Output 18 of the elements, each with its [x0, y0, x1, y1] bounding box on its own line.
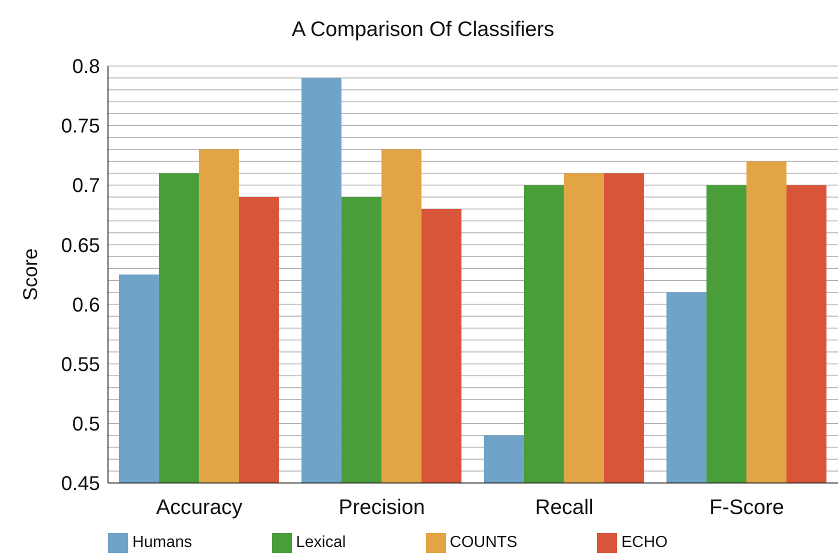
- y-tick-label: 0.65: [61, 234, 100, 257]
- chart-title: A Comparison Of Classifiers: [290, 18, 556, 42]
- legend-label: Lexical: [296, 534, 346, 552]
- x-tick-label: Precision: [338, 496, 425, 519]
- legend-label: COUNTS: [450, 534, 518, 552]
- y-tick-label: 0.7: [72, 175, 100, 198]
- y-axis-title: Score: [20, 248, 42, 301]
- y-tick-label: 0.8: [72, 56, 100, 78]
- legend-label: ECHO: [621, 534, 668, 552]
- y-tick-label: 0.6: [72, 294, 100, 316]
- y-tick-label: 0.75: [61, 116, 100, 138]
- legend-label: Humans: [132, 534, 192, 552]
- x-tick-label: F-Score: [709, 496, 784, 519]
- y-tick-label: 0.55: [61, 354, 100, 376]
- x-tick-label: Accuracy: [156, 496, 243, 519]
- x-tick-label: Recall: [535, 496, 594, 519]
- y-tick-label: 0.5: [72, 414, 100, 436]
- y-tick-label: 0.45: [61, 473, 100, 496]
